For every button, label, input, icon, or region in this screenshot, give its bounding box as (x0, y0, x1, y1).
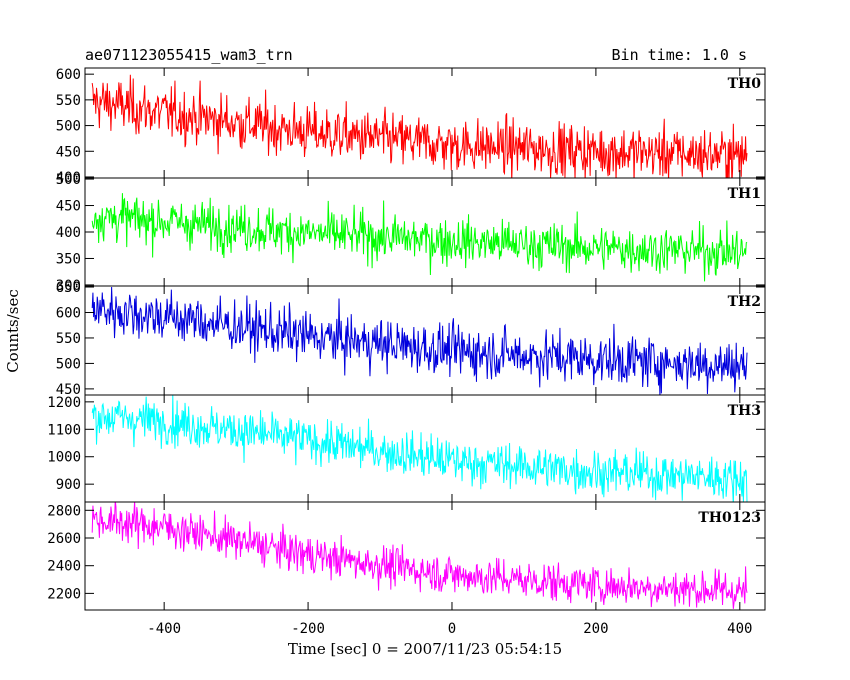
panel-frame (84, 394, 766, 503)
y-tick-label: 450 (56, 382, 81, 398)
panel-label-th0123: TH0123 (698, 510, 761, 526)
y-tick-label: 500 (56, 356, 81, 372)
panels-group: 400 450 500 550 600 TH0 300 350 400 450 500 TH1 450 5… (47, 67, 766, 637)
x-tick-label: -200 (291, 621, 325, 637)
y-tick-label: 650 (56, 280, 81, 296)
panel-label-th1: TH1 (728, 186, 761, 202)
x-tick-label: 400 (727, 621, 752, 637)
y-tick-label: 1000 (47, 450, 81, 466)
y-tick-label: 550 (56, 93, 81, 109)
y-tick-label: 300 (56, 278, 81, 294)
y-tick-label: 2200 (47, 586, 81, 602)
y-tick-label: 600 (56, 305, 81, 321)
series-line-th1 (91, 193, 748, 282)
y-tick-label: 450 (56, 199, 81, 215)
y-tick-label: 2800 (47, 503, 81, 519)
x-tick-label: 200 (583, 621, 608, 637)
chart-title: ae071123055415_wam3_trn (85, 46, 293, 64)
y-tick-label: 600 (56, 67, 81, 83)
y-tick-label: 900 (56, 477, 81, 493)
y-axis-label: Counts/sec (4, 289, 22, 373)
x-tick-label: 0 (448, 621, 456, 637)
x-tick-label: -400 (147, 621, 181, 637)
y-tick-label: 1200 (47, 395, 81, 411)
y-tick-label: 400 (56, 225, 81, 241)
series-line-th3 (91, 395, 748, 502)
panel-label-th0: TH0 (728, 76, 762, 92)
x-axis-label: Time [sec] 0 = 2007/11/23 05:54:15 (288, 640, 562, 658)
y-tick-label: 500 (56, 172, 81, 188)
series-line-th0 (91, 74, 748, 178)
y-tick-label: 1100 (47, 422, 81, 438)
y-tick-label: 2400 (47, 559, 81, 575)
y-tick-label: 400 (56, 170, 81, 186)
y-tick-label: 550 (56, 331, 81, 347)
panel-frame (84, 501, 766, 611)
series-line-th2 (91, 287, 748, 395)
y-tick-label: 350 (56, 251, 81, 267)
bin-time-label: Bin time: 1.0 s (612, 46, 747, 64)
y-tick-label: 2600 (47, 531, 81, 547)
panel-label-th2: TH2 (728, 294, 761, 310)
y-tick-label: 450 (56, 144, 81, 160)
y-tick-label: 500 (56, 119, 81, 135)
panel-label-th3: TH3 (728, 403, 761, 419)
series-line-th0123 (91, 502, 748, 609)
